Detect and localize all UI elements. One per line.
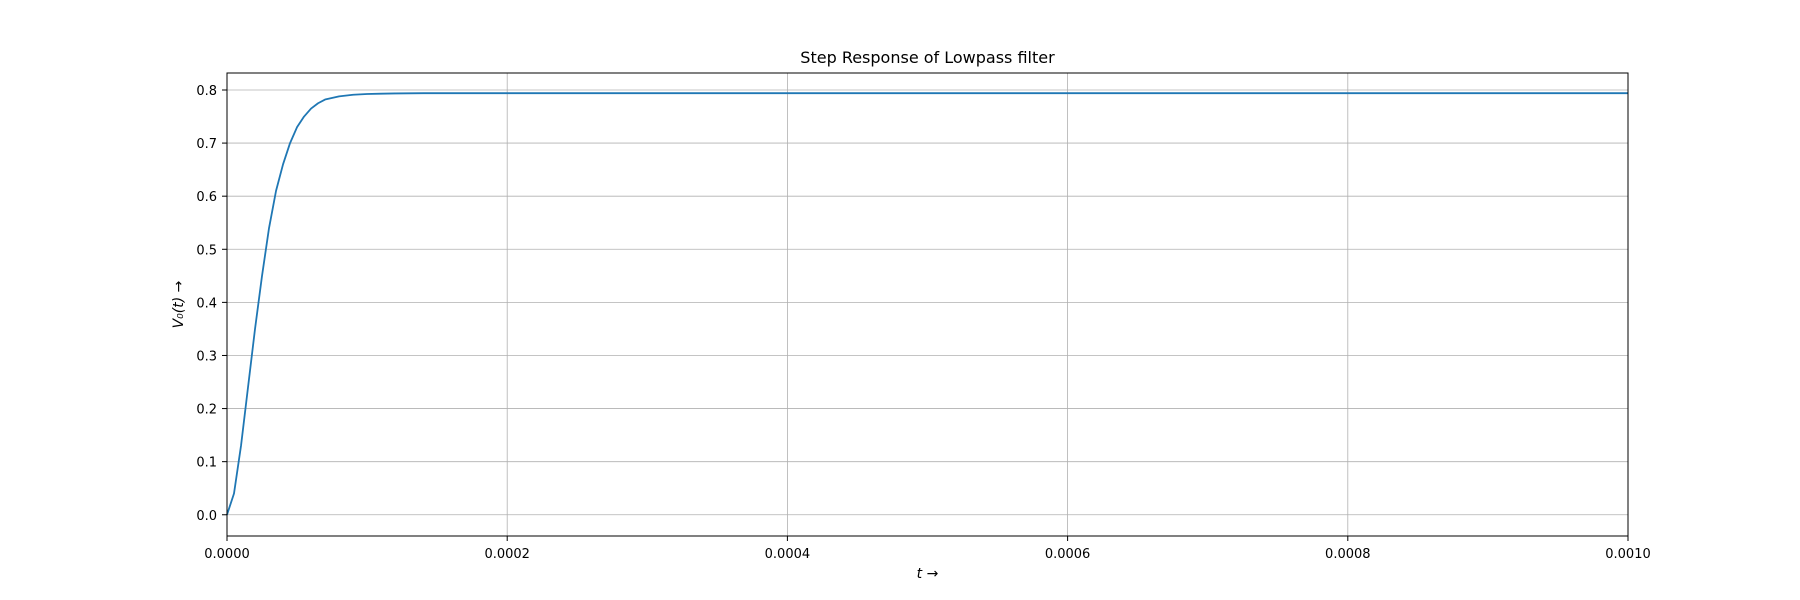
- y-tick-label: 0.5: [196, 243, 217, 258]
- x-tick-label: 0.0004: [765, 547, 811, 562]
- x-tick-label: 0.0010: [1605, 547, 1651, 562]
- y-tick-label: 0.0: [196, 509, 217, 524]
- x-tick-label: 0.0002: [484, 547, 530, 562]
- x-axis-label: t →: [917, 566, 939, 582]
- y-tick-label: 0.2: [196, 403, 217, 418]
- series-layer: [226, 92, 1628, 516]
- y-tick-label: 0.6: [196, 190, 217, 205]
- y-tick-label: 0.4: [196, 296, 217, 311]
- y-tick-label: 0.3: [196, 349, 217, 364]
- y-tick-label: 0.7: [196, 137, 217, 152]
- chart-title: Step Response of Lowpass filter: [800, 48, 1055, 67]
- y-tick-label: 0.8: [196, 84, 217, 99]
- grid: [226, 73, 1629, 536]
- x-tick-label: 0.0006: [1045, 547, 1091, 562]
- x-tick-label: 0.0000: [204, 547, 250, 562]
- y-axis-label: V₀(t) →: [171, 280, 187, 328]
- plot-frame: [226, 72, 1629, 537]
- y-tick-label: 0.1: [196, 456, 217, 471]
- series-line: [226, 92, 1628, 516]
- x-tick-label: 0.0008: [1325, 547, 1371, 562]
- ticks: 0.0000 0.0002 0.0004 0.0006 0.0008 0.0010 0.0 0…: [196, 84, 1650, 562]
